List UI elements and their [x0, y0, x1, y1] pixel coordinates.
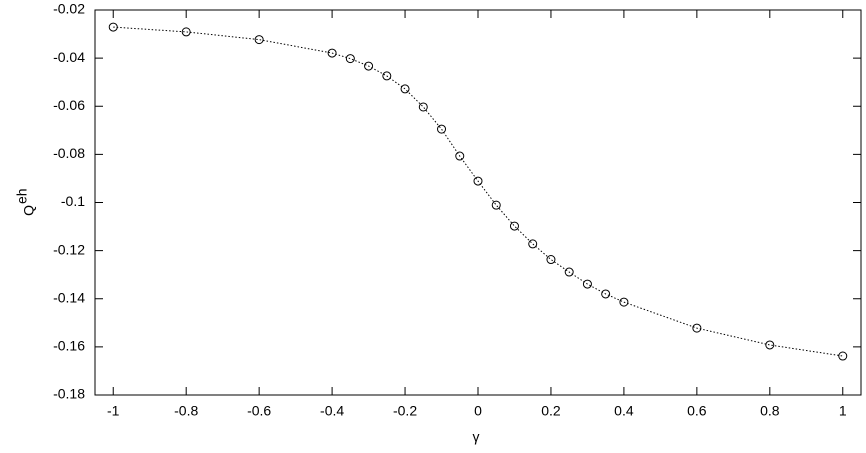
point: [692, 323, 702, 333]
point: [491, 200, 501, 210]
point: [619, 297, 629, 307]
y-tick-label: -0.08: [53, 145, 85, 161]
point: [582, 279, 592, 289]
point: [108, 22, 118, 32]
x-axis-label: γ: [473, 429, 480, 445]
point: [528, 239, 538, 249]
y-tick-label: -0.18: [53, 386, 85, 402]
point: [437, 124, 447, 134]
point: [254, 35, 264, 45]
y-tick-label: -0.02: [53, 1, 85, 17]
x-tick-label: -0.4: [320, 403, 344, 419]
point: [546, 255, 556, 265]
x-tick-label: -0.8: [174, 403, 198, 419]
point: [601, 289, 611, 299]
x-tick-label: 0.2: [541, 403, 561, 419]
point: [345, 54, 355, 64]
point: [382, 71, 392, 81]
y-tick-label: -0.1: [61, 193, 85, 209]
x-tick-label: 0.6: [687, 403, 707, 419]
x-tick-label: 0.4: [614, 403, 634, 419]
point: [509, 221, 519, 231]
y-tick-label: -0.16: [53, 338, 85, 354]
x-tick-label: -0.6: [247, 403, 271, 419]
x-tick-label: -1: [107, 403, 120, 419]
point: [181, 27, 191, 37]
y-tick-label: -0.12: [53, 241, 85, 257]
y-axis-label-superscript: eh: [14, 188, 30, 204]
y-tick-label: -0.04: [53, 49, 85, 65]
point: [418, 102, 428, 112]
curve: [113, 26, 843, 357]
y-tick-label: -0.14: [53, 289, 85, 305]
x-tick-label: -0.2: [393, 403, 417, 419]
plot-frame: [94, 9, 862, 396]
point: [364, 61, 374, 71]
point: [473, 176, 483, 186]
point: [838, 351, 848, 361]
point: [564, 267, 574, 277]
x-tick-label: 1: [839, 403, 847, 419]
point: [765, 340, 775, 350]
point: [455, 151, 465, 161]
point: [400, 84, 410, 94]
y-axis-label-base: Q: [21, 205, 37, 216]
y-tick-label: -0.06: [53, 97, 85, 113]
y-axis-label: Q eh: [14, 188, 37, 215]
x-tick-label: 0: [474, 403, 482, 419]
x-tick-label: 0.8: [760, 403, 780, 419]
point: [327, 48, 337, 58]
